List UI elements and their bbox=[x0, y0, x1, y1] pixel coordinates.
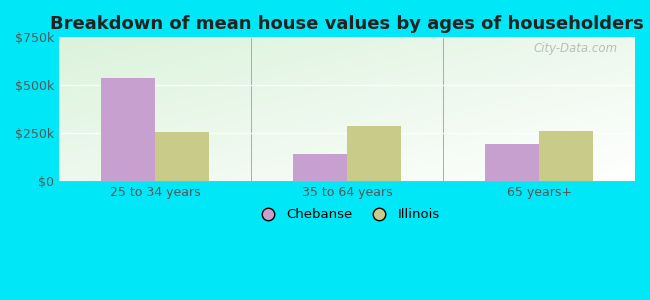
Text: City-Data.com: City-Data.com bbox=[534, 42, 618, 55]
Legend: Chebanse, Illinois: Chebanse, Illinois bbox=[249, 203, 445, 227]
Title: Breakdown of mean house values by ages of householders: Breakdown of mean house values by ages o… bbox=[50, 15, 644, 33]
Bar bbox=[539, 131, 593, 182]
Bar bbox=[347, 126, 401, 182]
Bar bbox=[486, 144, 539, 182]
Bar bbox=[155, 132, 209, 182]
Bar bbox=[293, 154, 347, 182]
Bar bbox=[101, 78, 155, 182]
